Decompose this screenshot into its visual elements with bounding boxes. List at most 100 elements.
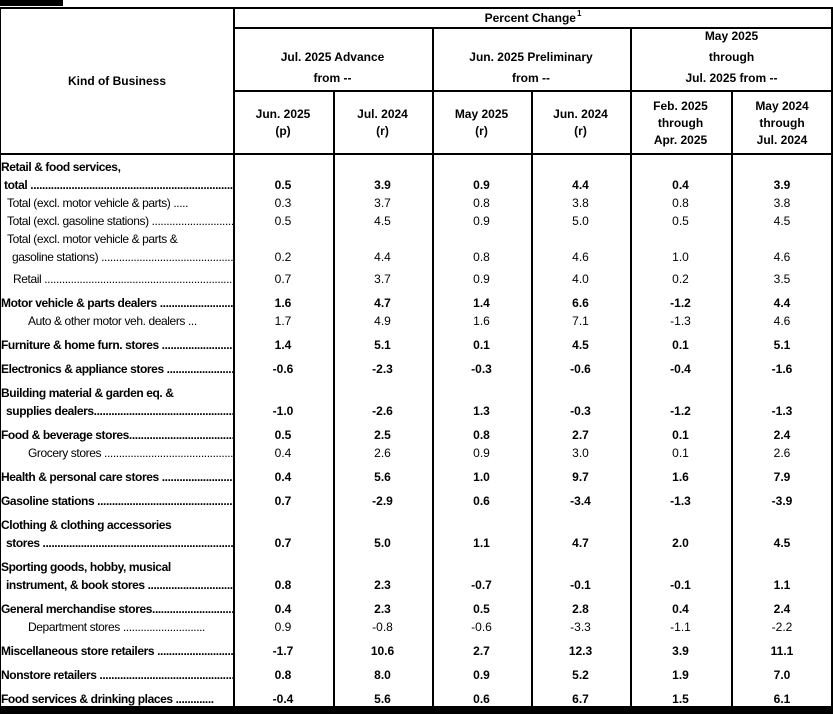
kind-of-business-header: Kind of Business — [1, 9, 233, 153]
value-cell: -0.3 — [570, 404, 591, 418]
value-cell: 0.5 — [473, 602, 490, 616]
column-header-line: May 2024 — [755, 98, 809, 113]
table-row-motor-vehicle-parts-dealers: Motor vehicle & parts dealers ..........… — [0, 294, 833, 312]
value-cell: 1.4 — [274, 338, 292, 352]
table-row-electronics-appliance-stores: Electronics & appliance stores .........… — [0, 360, 833, 378]
grid-line — [630, 27, 632, 706]
group-header-line: Jun. 2025 Preliminary — [469, 50, 593, 64]
value-cell: 2.3 — [374, 578, 391, 592]
grid-line — [731, 92, 733, 706]
value-cell: 5.1 — [773, 338, 791, 352]
column-header-line: (r) — [376, 124, 389, 138]
column-header-row: Jun. 2025 (p) Jul. 2024 (r) May 2025 (r)… — [233, 92, 833, 153]
table-row-total-excl-gasoline-stations: Total (excl. gasoline stations) ........… — [0, 212, 833, 230]
table-row-total-excl-mv-parts-gasoline-stations: Total (excl. motor vehicle & parts & gaso… — [0, 230, 833, 266]
top-crop-bar — [0, 0, 63, 6]
column-header-line: Feb. 2025 — [653, 98, 708, 113]
value-cell: 0.6 — [473, 692, 490, 706]
value-cell: 5.6 — [374, 470, 391, 484]
value-cell: 0.2 — [274, 250, 292, 264]
value-cell: -0.6 — [471, 620, 492, 634]
value-cell: -1.2 — [670, 404, 691, 418]
table-row-food-beverage-stores: Food & beverage stores..................… — [0, 426, 833, 444]
grid-line — [0, 7, 833, 9]
value-cell: 0.9 — [473, 668, 490, 682]
value-cell: 2.4 — [773, 428, 791, 442]
value-cell: 3.8 — [773, 196, 791, 210]
value-cell: 0.1 — [672, 428, 689, 442]
row-label-line: Auto & other motor veh. dealers ... — [28, 314, 197, 328]
value-cell: 4.9 — [374, 314, 391, 328]
row-label: General merchandise stores..............… — [0, 600, 233, 618]
value-cell: 1.1 — [773, 578, 791, 592]
value-cell: 0.5 — [274, 178, 292, 192]
value-cell: -2.2 — [771, 620, 793, 634]
value-cell: 2.7 — [473, 644, 490, 658]
row-label-line: Food & beverage stores..................… — [1, 428, 233, 442]
value-cell: 5.6 — [374, 692, 391, 706]
value-cell: 5.1 — [374, 338, 391, 352]
value-cell: -2.9 — [372, 494, 393, 508]
value-cell: -0.1 — [570, 578, 591, 592]
value-cell: 4.6 — [773, 314, 791, 328]
row-label: Total (excl. gasoline stations) ........… — [0, 212, 233, 230]
value-cell: 0.5 — [274, 214, 292, 228]
value-cell: -0.8 — [372, 620, 393, 634]
row-label-line: Miscellaneous store retailers ..........… — [1, 644, 233, 658]
table-row-clothing-clothing-accessories-stores: Clothing & clothing accessories stores ..… — [0, 516, 833, 552]
value-cell: 3.0 — [572, 446, 589, 460]
value-cell: 0.3 — [274, 196, 292, 210]
value-cell: -1.2 — [670, 296, 691, 310]
column-header-line: Jun. 2025 — [255, 107, 311, 121]
value-cell: 0.1 — [672, 446, 689, 460]
value-cell: -3.4 — [570, 494, 591, 508]
value-cell: 0.8 — [473, 428, 490, 442]
value-cell: -0.4 — [272, 692, 294, 706]
row-label: Auto & other motor veh. dealers ... — [0, 312, 233, 330]
group-header-line: from -- — [512, 71, 550, 85]
value-cell: 7.9 — [773, 470, 791, 484]
grid-line — [531, 92, 533, 706]
row-label-line: Health & personal care stores ..........… — [1, 470, 233, 484]
table-row-miscellaneous-store-retailers: Miscellaneous store retailers ..........… — [0, 642, 833, 660]
row-label-line: total ..................................… — [4, 178, 233, 192]
value-cell: 2.6 — [374, 446, 391, 460]
table-row-furniture-home-furn-stores: Furniture & home furn. stores ..........… — [0, 336, 833, 354]
row-label-line: Electronics & appliance stores .........… — [1, 362, 233, 376]
value-cell: 1.0 — [473, 470, 490, 484]
value-cell: 11.1 — [770, 644, 794, 658]
value-cell: 8.0 — [374, 668, 391, 682]
column-header-jun-2024-r: Jun. 2024 (r) — [531, 92, 630, 153]
value-cell: 0.4 — [274, 446, 292, 460]
value-cell: 2.4 — [773, 602, 791, 616]
value-cell: 0.8 — [473, 196, 490, 210]
row-label: Motor vehicle & parts dealers ..........… — [0, 294, 233, 312]
value-cell: 10.6 — [370, 644, 395, 658]
percent-change-label: Percent Change — [484, 11, 576, 25]
row-label-line: Department stores ......................… — [28, 620, 205, 634]
value-cell: 1.9 — [672, 668, 689, 682]
value-cell: 4.0 — [572, 272, 589, 286]
bottom-border-bar — [0, 706, 833, 714]
value-cell: -3.9 — [771, 494, 793, 508]
table-row-grocery-stores: Grocery stores .........................… — [0, 444, 833, 462]
value-cell: 5.2 — [572, 668, 589, 682]
row-label: Total (excl. motor vehicle & parts & gaso… — [0, 230, 233, 266]
group-header-line: through — [708, 50, 755, 64]
value-cell: 4.4 — [374, 250, 391, 264]
value-cell: -1.6 — [771, 362, 793, 376]
column-header-line: May 2025 — [454, 107, 509, 121]
column-header-line: Jun. 2024 — [553, 107, 608, 121]
table-row-food-services-drinking-places: Food services & drinking places ........… — [0, 690, 833, 706]
value-cell: 4.7 — [374, 296, 391, 310]
row-label-line: Furniture & home furn. stores ..........… — [1, 338, 233, 352]
row-label: Retail & food services, total ...........… — [0, 158, 233, 194]
grid-line — [0, 7, 1, 706]
value-cell: 0.4 — [672, 178, 689, 192]
value-cell: 0.8 — [274, 578, 292, 592]
table-row-gasoline-stations: Gasoline stations ......................… — [0, 492, 833, 510]
value-cell: -0.6 — [272, 362, 294, 376]
value-cell: 0.9 — [274, 620, 292, 634]
row-label-line: gasoline stations) .....................… — [12, 250, 233, 264]
row-label-line: Total (excl. motor vehicle & parts) ....… — [7, 196, 188, 210]
